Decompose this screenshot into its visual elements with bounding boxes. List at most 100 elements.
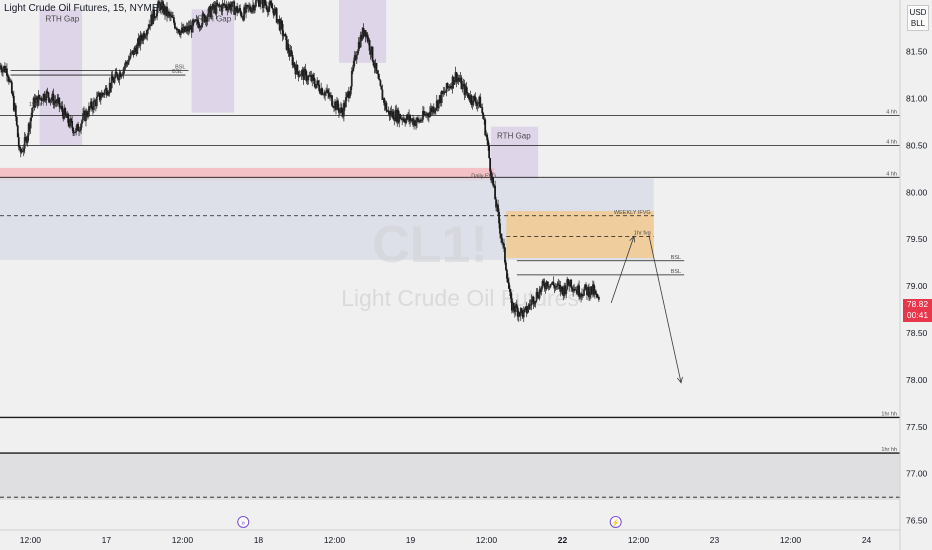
candle-body [96, 94, 99, 97]
candle-body [152, 9, 155, 25]
candle-body [13, 105, 16, 111]
candle-body [479, 96, 482, 108]
candle-body [494, 185, 496, 200]
candle-body [291, 54, 294, 66]
candle-body [498, 211, 500, 224]
candles [0, 0, 600, 322]
candle-body [589, 294, 591, 298]
candle-body [106, 94, 109, 96]
candle-body [585, 284, 587, 289]
candle-body [88, 106, 90, 117]
candle-body [370, 46, 373, 55]
candle-body [212, 4, 215, 10]
candle-body [17, 137, 20, 147]
candle-body [219, 6, 222, 7]
currency-label: USD [909, 8, 927, 17]
candle-body [595, 293, 598, 298]
candle-body [245, 5, 247, 13]
candle-body [227, 6, 230, 11]
candle-body [10, 82, 13, 94]
candle-body [383, 98, 386, 106]
candle-body [398, 114, 401, 123]
candle-body [540, 286, 543, 292]
candle-body [437, 99, 440, 109]
candle-body [252, 4, 254, 8]
candle-body [293, 62, 296, 68]
last-price-tag: 78.82 00:41 [903, 299, 932, 322]
candle-body [515, 304, 518, 308]
candle-body [208, 6, 211, 9]
candle-body [129, 53, 132, 59]
level-label: 1hr fvg [634, 230, 651, 236]
candle-body [277, 19, 280, 20]
candle-body [84, 110, 86, 121]
candle-body [164, 6, 166, 15]
candle-body [191, 20, 194, 33]
candle-body [378, 78, 381, 81]
candle-body [299, 75, 302, 77]
candle-body [568, 284, 571, 287]
candle-body [577, 285, 579, 295]
candle-body [462, 83, 465, 85]
instrument-title: Light Crude Oil Futures, 15, NYMEX [4, 3, 166, 14]
candle-body [434, 108, 437, 111]
candle-body [382, 98, 385, 101]
candle-body [504, 247, 506, 263]
candle-body [281, 23, 284, 36]
candle-body [97, 92, 100, 95]
candle-body [189, 25, 192, 30]
candle-body [237, 11, 240, 14]
currency-selector[interactable]: USD BLL [907, 5, 929, 31]
candle-body [562, 290, 565, 296]
candle-body [476, 103, 479, 107]
candle-body [136, 43, 139, 54]
candle-body [513, 309, 516, 312]
candle-body [247, 5, 249, 8]
candle-body [135, 49, 138, 54]
candle-body [228, 3, 231, 7]
candle-body [343, 103, 346, 108]
candle-body [397, 109, 400, 123]
candle-body [318, 84, 321, 91]
candle-body [230, 7, 233, 11]
candle-body [374, 63, 377, 69]
price-axis[interactable]: 81.50 81.00 80.50 80.00 79.50 79.00 78.50 78.00… [906, 47, 928, 526]
candle-body [534, 300, 537, 304]
candle-body [144, 36, 147, 38]
candle-body [170, 15, 172, 17]
candle-body [157, 1, 160, 9]
candle-body [179, 30, 182, 35]
price-axis-tick: 79.50 [906, 234, 928, 244]
candle-body [294, 67, 297, 75]
candle-body [60, 106, 63, 107]
candle-body [509, 291, 512, 299]
candle-body [187, 25, 190, 32]
candle-body [158, 1, 160, 4]
candle-body [137, 37, 140, 44]
time-axis[interactable]: 12:00 17 12:00 18 12:00 19 12:00 22 12:00 23 12:00… [20, 535, 872, 545]
candle-body [566, 279, 569, 290]
candle-body [468, 97, 471, 101]
candle-body [203, 14, 206, 22]
candle-body [342, 103, 345, 117]
candle-body [125, 62, 128, 64]
candle-body [405, 118, 408, 124]
level-label: 4 hh [886, 171, 897, 177]
candle-body [396, 109, 399, 122]
candle-body [485, 134, 488, 136]
candle-body [466, 92, 469, 94]
candle-body [98, 92, 101, 101]
zone-3 [491, 126, 539, 181]
candle-body [552, 281, 555, 286]
candle-body [90, 101, 92, 108]
candle-body [103, 90, 106, 95]
candle-body [166, 6, 168, 17]
candle-body [186, 26, 189, 32]
candle-body [91, 108, 94, 110]
candle-body [548, 286, 551, 288]
candle-body [403, 118, 406, 122]
candle-body [262, 0, 265, 8]
candle-body [35, 96, 38, 100]
